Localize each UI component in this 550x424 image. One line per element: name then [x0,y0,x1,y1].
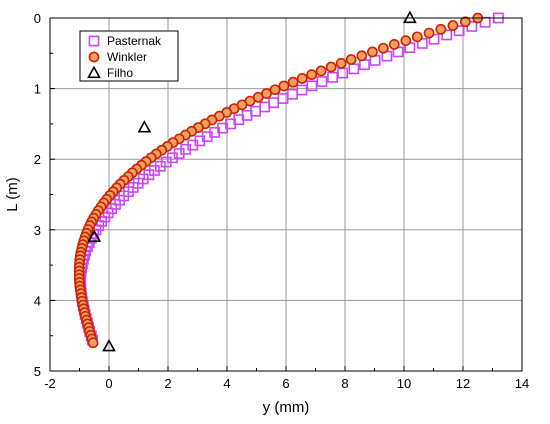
legend-label-pasternak: Pasternak [107,34,162,48]
legend-marker-winkler [88,51,100,63]
data-point [388,39,400,50]
data-point [316,76,328,87]
data-point [102,338,116,352]
data-point [296,73,308,84]
data-point [269,84,281,96]
y-tick-label: 2 [34,152,41,167]
x-tick-label: 10 [397,376,411,391]
series-layer [73,10,504,352]
data-point [306,80,318,92]
data-point [359,59,370,70]
y-tick-label: 5 [34,364,41,379]
x-tick-label: 14 [515,376,529,391]
data-point [325,61,337,73]
data-point [259,101,271,113]
data-point [287,88,298,100]
data-point [411,31,423,43]
data-point [459,16,471,28]
x-tick-label: 6 [282,376,289,391]
data-point [87,337,99,349]
data-point [287,76,299,88]
legend-marker-pasternak [88,35,100,47]
data-point [447,20,459,31]
legend-label-winkler: Winkler [107,50,147,64]
data-point [306,69,318,81]
data-point [335,57,347,69]
x-tick-label: 0 [105,376,112,391]
data-point [423,27,435,39]
y-tick-label: 0 [34,11,41,26]
data-point [87,229,102,242]
x-tick-label: 4 [223,376,230,391]
y-tick-label: 3 [34,223,41,238]
series-filho [87,10,417,352]
data-point [367,46,378,58]
legend-label-filho: Filho [107,66,133,80]
y-axis-title: L (m) [4,177,21,211]
data-point [337,67,349,79]
x-tick-label: 12 [456,376,470,391]
data-point [268,97,280,109]
data-point [315,65,327,77]
x-axis-title: y (mm) [263,399,310,416]
data-point [400,35,412,47]
y-tick-label: 1 [34,82,41,97]
x-tick-label: 8 [341,376,348,391]
legend: Pasternak Winkler Filho [79,30,179,82]
series-winkler [73,12,484,349]
data-point [327,71,339,83]
data-point [435,23,447,35]
data-point [278,80,290,92]
data-point [403,10,417,24]
data-point [296,84,308,96]
x-tick-label: -2 [44,376,56,391]
data-point [377,42,389,54]
y-tick-label: 4 [34,293,41,308]
data-point [137,120,152,133]
x-tick-label: 2 [164,376,171,391]
data-point [441,29,453,41]
data-point [345,54,357,65]
data-point [356,50,368,62]
data-point [348,63,360,75]
legend-marker-filho [87,65,101,79]
